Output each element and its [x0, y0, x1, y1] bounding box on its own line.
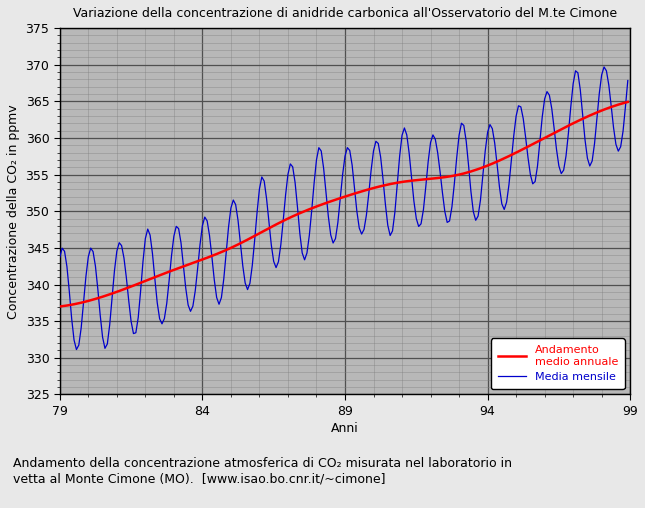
Legend: Andamento
medio annuale, Media mensile: Andamento medio annuale, Media mensile	[491, 338, 624, 389]
Y-axis label: Concentrazione della CO₂ in ppmv: Concentrazione della CO₂ in ppmv	[7, 104, 20, 319]
Title: Variazione della concentrazione di anidride carbonica all'Osservatorio del M.te : Variazione della concentrazione di anidr…	[73, 7, 617, 20]
X-axis label: Anni: Anni	[331, 422, 359, 435]
Text: Andamento della concentrazione atmosferica di CO₂ misurata nel laboratorio in
ve: Andamento della concentrazione atmosferi…	[13, 457, 512, 485]
